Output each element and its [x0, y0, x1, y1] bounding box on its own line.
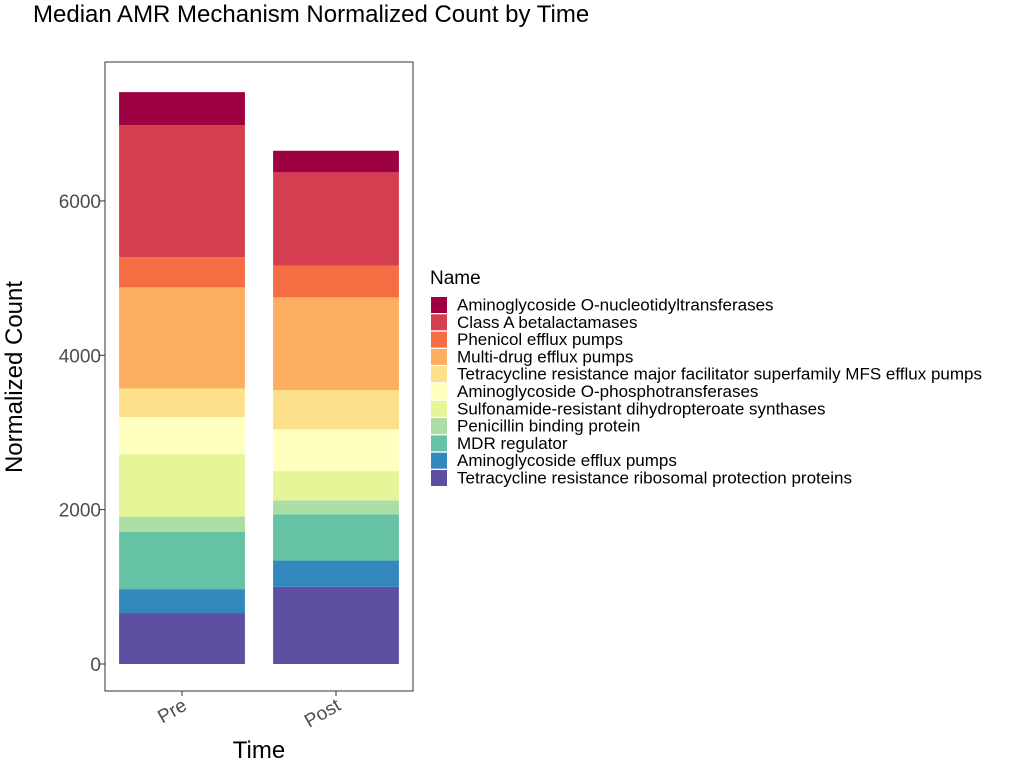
- bar-segment-pre-3: [119, 516, 245, 533]
- y-tick-label: 4000: [59, 346, 101, 367]
- legend-label: Multi-drug efflux pumps: [457, 347, 633, 366]
- bar-segment-post-10: [273, 150, 399, 173]
- x-axis-title: Time: [233, 737, 285, 764]
- legend-key: [431, 418, 447, 435]
- y-tick-label: 6000: [59, 192, 101, 213]
- chart-title: Median AMR Mechanism Normalized Count by…: [33, 1, 589, 28]
- bar-segment-post-8: [273, 265, 399, 298]
- bar-segment-post-5: [273, 429, 399, 472]
- legend-title: Name: [430, 268, 481, 289]
- bar-segment-pre-5: [119, 417, 245, 455]
- legend-label: Tetracycline resistance ribosomal protec…: [457, 469, 852, 488]
- legend-label: Class A betalactamases: [457, 313, 637, 332]
- legend-key: [431, 366, 447, 383]
- bar-segment-pre-1: [119, 589, 245, 614]
- bar-segment-pre-7: [119, 287, 245, 389]
- y-tick-label: 0: [90, 655, 101, 676]
- legend-label: Tetracycline resistance major facilitato…: [457, 365, 982, 384]
- bar-segment-post-9: [273, 172, 399, 266]
- legend-key: [431, 297, 447, 313]
- bar-segment-post-7: [273, 297, 399, 390]
- bar-segment-post-2: [273, 514, 399, 561]
- bar-segment-pre-4: [119, 454, 245, 517]
- legend-label: Aminoglycoside efflux pumps: [457, 451, 677, 470]
- y-tick-label: 2000: [59, 501, 101, 522]
- legend-key: [431, 314, 447, 331]
- legend-label: Aminoglycoside O-nucleotidyltransferases: [457, 296, 774, 315]
- legend: Name Aminoglycoside O-nucleotidyltransfe…: [430, 268, 982, 488]
- legend-label: Penicillin binding protein: [457, 417, 640, 436]
- bar-segment-post-6: [273, 390, 399, 430]
- bar-segment-post-4: [273, 471, 399, 501]
- bar-segment-post-1: [273, 560, 399, 587]
- legend-label: Phenicol efflux pumps: [457, 330, 623, 349]
- bar-segment-pre-0: [119, 613, 245, 664]
- plot-area: Pre Post 0 2000 4000 6000: [59, 61, 414, 733]
- legend-key: [431, 435, 447, 452]
- bar-segment-pre-8: [119, 257, 245, 288]
- bar-segment-pre-2: [119, 532, 245, 590]
- legend-key: [431, 383, 447, 400]
- bar-segment-pre-10: [119, 92, 245, 126]
- legend-key: [431, 331, 447, 348]
- legend-label: Aminoglycoside O-phosphotransferases: [457, 382, 758, 401]
- legend-label: MDR regulator: [457, 434, 568, 453]
- x-tick-label: Pre: [154, 695, 190, 728]
- legend-key: [431, 348, 447, 365]
- bar-segment-pre-9: [119, 125, 245, 258]
- legend-key: [431, 400, 447, 417]
- bar-segment-post-3: [273, 500, 399, 515]
- legend-key: [431, 452, 447, 469]
- x-tick-label: Post: [301, 695, 345, 733]
- plot-border: [104, 61, 414, 692]
- legend-label: Sulfonamide-resistant dihydropteroate sy…: [457, 399, 826, 418]
- legend-key: [431, 470, 447, 486]
- bar-segment-post-0: [273, 586, 399, 664]
- bar-segment-pre-6: [119, 388, 245, 418]
- y-axis-title: Normalized Count: [1, 281, 28, 473]
